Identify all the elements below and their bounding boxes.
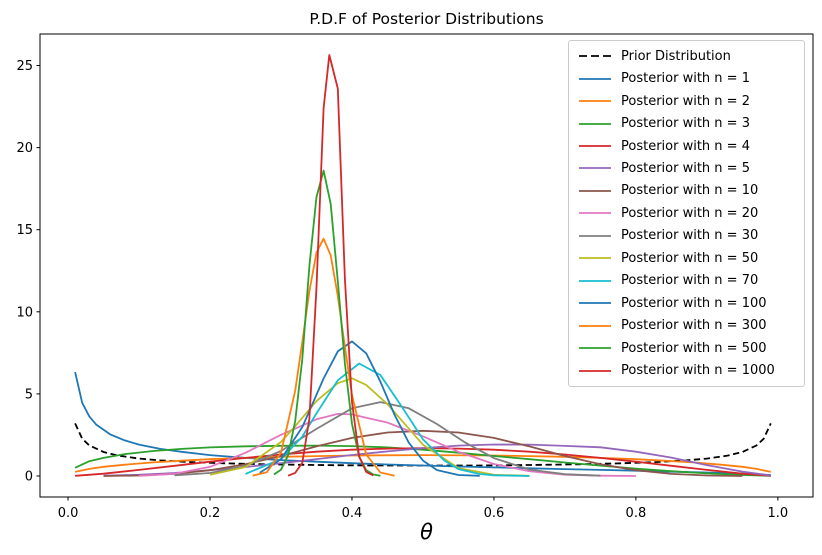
legend-swatch-line xyxy=(579,279,611,282)
x-tick-label: 0.4 xyxy=(342,506,363,521)
y-axis: 0 5 10 15 20 25 xyxy=(16,59,40,484)
legend-item: Posterior with n = 2 xyxy=(578,91,800,112)
series-line-1 xyxy=(74,371,771,476)
legend-item: Posterior with n = 1 xyxy=(578,68,800,89)
legend-swatch-line xyxy=(579,347,611,350)
series-line-7 xyxy=(138,412,636,477)
y-tick-label: 25 xyxy=(16,59,33,74)
legend-item: Posterior with n = 500 xyxy=(578,338,800,359)
legend-swatch-line xyxy=(579,257,611,260)
x-tick-label: 0.8 xyxy=(626,506,647,521)
legend-item: Posterior with n = 100 xyxy=(578,293,800,314)
legend-item-label: Posterior with n = 1000 xyxy=(621,363,775,379)
series-line-3 xyxy=(74,444,771,477)
legend-item: Posterior with n = 300 xyxy=(578,315,800,336)
legend-item-label: Posterior with n = 2 xyxy=(621,93,750,109)
legend-item: Posterior with n = 20 xyxy=(578,203,800,224)
legend-item-label: Posterior with n = 300 xyxy=(621,318,767,334)
series-line-11 xyxy=(259,340,480,477)
y-tick-label: 15 xyxy=(16,223,33,238)
chart-title: P.D.F of Posterior Distributions xyxy=(309,10,543,28)
series-line-14 xyxy=(287,54,374,477)
legend-swatch-line xyxy=(579,212,611,215)
x-tick-label: 1.0 xyxy=(768,506,789,521)
legend-item-label: Prior Distribution xyxy=(621,48,731,64)
legend-swatch-line xyxy=(579,234,611,237)
x-axis-label: θ xyxy=(420,520,433,544)
legend-swatch-line xyxy=(579,324,611,327)
legend-swatch-line xyxy=(579,145,611,147)
legend-item: Posterior with n = 70 xyxy=(578,270,800,291)
y-tick-label: 10 xyxy=(16,305,33,320)
series-line-12 xyxy=(252,237,395,477)
legend-item: Posterior with n = 1000 xyxy=(578,360,800,381)
legend-item-label: Posterior with n = 500 xyxy=(621,340,767,356)
legend-item: Posterior with n = 30 xyxy=(578,225,800,246)
legend-item: Posterior with n = 10 xyxy=(578,180,800,201)
legend-item-label: Posterior with n = 5 xyxy=(621,160,750,176)
legend-swatch-line xyxy=(579,77,611,80)
legend-item-label: Posterior with n = 1 xyxy=(621,71,750,87)
x-axis: 0.0 0.2 0.4 0.6 0.8 1.0 xyxy=(58,497,789,521)
legend-item: Posterior with n = 50 xyxy=(578,248,800,269)
legend-swatch-line xyxy=(579,55,611,58)
legend-item: Posterior with n = 4 xyxy=(578,136,800,157)
y-tick-label: 5 xyxy=(25,387,33,402)
legend-item: Prior Distribution xyxy=(578,46,800,67)
y-tick-label: 0 xyxy=(25,469,33,484)
legend-item-label: Posterior with n = 50 xyxy=(621,250,759,266)
axes-frame xyxy=(39,33,814,498)
series-line-6 xyxy=(103,429,743,477)
legend: Prior Distribution Posterior with n = 1 Po… xyxy=(568,40,805,387)
series-line-10 xyxy=(245,362,530,477)
legend-item: Posterior with n = 5 xyxy=(578,158,800,179)
x-tick-label: 0.6 xyxy=(484,506,505,521)
legend-item-label: Posterior with n = 100 xyxy=(621,295,767,311)
series-line-13 xyxy=(273,169,381,477)
legend-item-label: Posterior with n = 20 xyxy=(621,205,759,221)
legend-swatch-line xyxy=(579,167,611,170)
series-line-2 xyxy=(74,454,771,473)
legend-swatch-line xyxy=(579,369,611,372)
legend-item-label: Posterior with n = 3 xyxy=(621,116,750,132)
legend-swatch-line xyxy=(579,302,611,305)
legend-swatch-line xyxy=(579,190,611,192)
x-tick-label: 0.0 xyxy=(58,506,79,521)
legend-item-label: Posterior with n = 4 xyxy=(621,138,750,154)
legend-item: Posterior with n = 3 xyxy=(578,113,800,134)
legend-item-label: Posterior with n = 70 xyxy=(621,273,759,289)
legend-item-label: Posterior with n = 10 xyxy=(621,183,759,199)
y-tick-label: 20 xyxy=(16,141,33,156)
legend-swatch-line xyxy=(579,100,611,103)
legend-swatch-line xyxy=(579,122,611,125)
legend-item-label: Posterior with n = 30 xyxy=(621,228,759,244)
series-lines xyxy=(74,54,772,477)
x-tick-label: 0.2 xyxy=(200,506,221,521)
